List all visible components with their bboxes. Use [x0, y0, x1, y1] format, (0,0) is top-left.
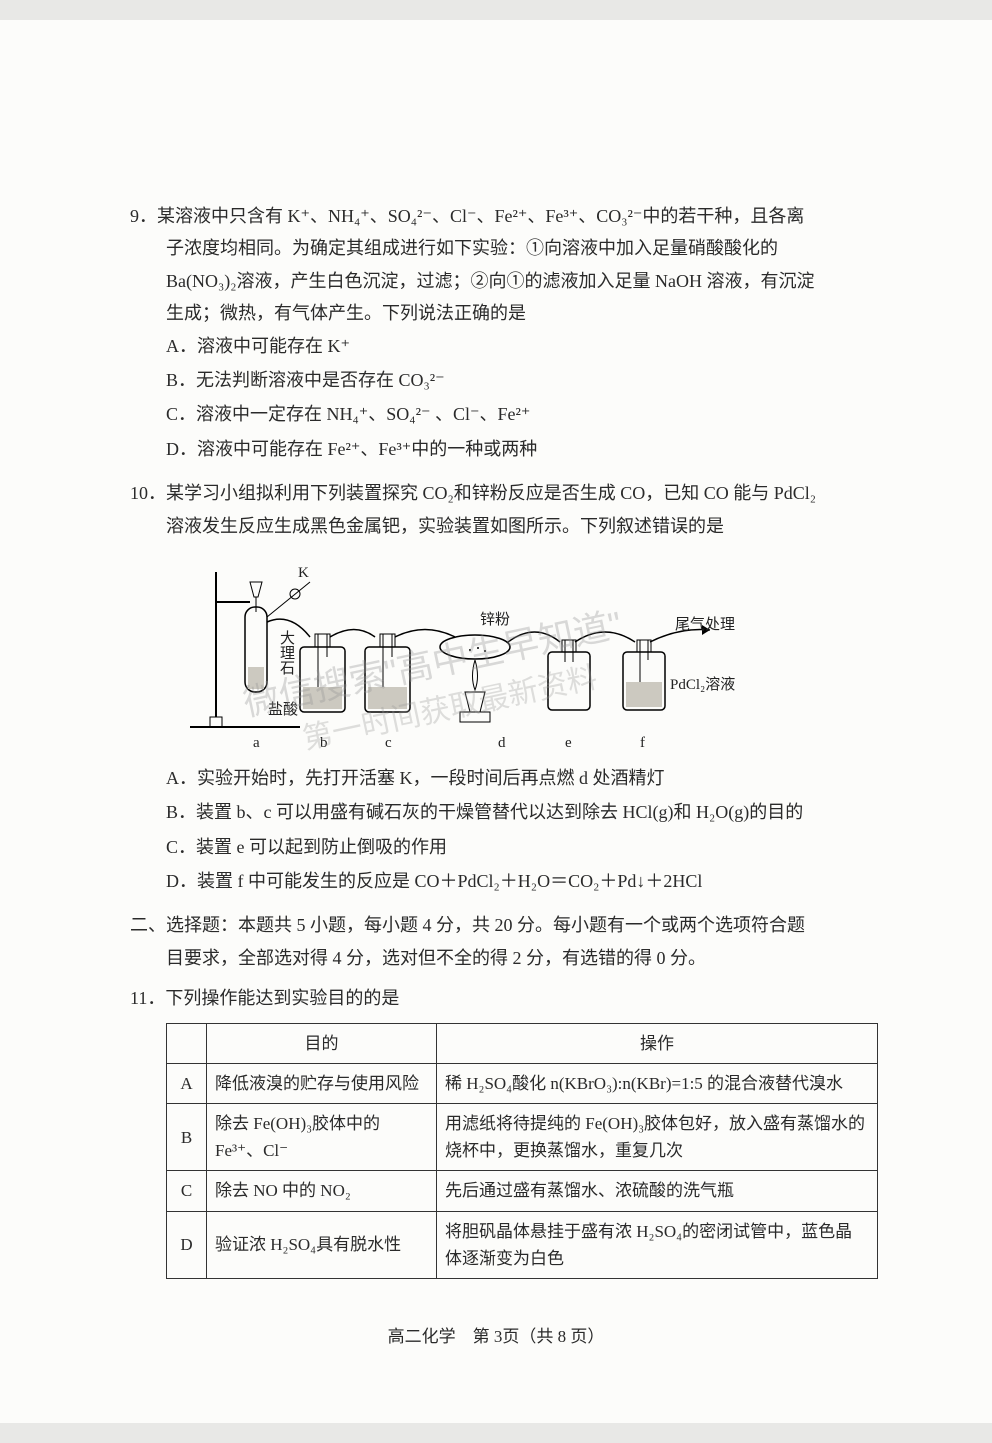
label-hcl: 盐酸	[268, 697, 298, 724]
th-blank	[167, 1023, 207, 1063]
table-row: B 除去 Fe(OH)₃胶体中的 Fe³⁺、Cl⁻ 用滤纸将待提纯的 Fe(OH…	[167, 1104, 878, 1171]
q9-stem-3: Ba(NO₃)₂溶液，产生白色沉淀，过滤；②向①的滤液加入足量 NaOH 溶液，…	[166, 265, 882, 297]
row-a-operation: 稀 H₂SO₄酸化 n(KBrO₃):n(KBr)=1:5 的混合液替代溴水	[437, 1063, 878, 1103]
q9-stem-2: 子浓度均相同。为确定其组成进行如下实验：①向溶液中加入足量硝酸酸化的	[166, 232, 882, 264]
q9-option-d: D．溶液中可能存在 Fe²⁺、Fe³⁺中的一种或两种	[130, 433, 882, 465]
table-header-row: 目的 操作	[167, 1023, 878, 1063]
label-e: e	[565, 730, 572, 757]
row-b-purpose: 除去 Fe(OH)₃胶体中的 Fe³⁺、Cl⁻	[207, 1104, 437, 1171]
table-row: C 除去 NO 中的 NO₂ 先后通过盛有蒸馏水、浓硫酸的洗气瓶	[167, 1171, 878, 1211]
row-c-operation: 先后通过盛有蒸馏水、浓硫酸的洗气瓶	[437, 1171, 878, 1211]
q10-number: 10．	[130, 483, 166, 503]
q10-stem-2: 溶液发生反应生成黑色金属钯，实验装置如图所示。下列叙述错误的是	[166, 510, 882, 542]
table-row: A 降低液溴的贮存与使用风险 稀 H₂SO₄酸化 n(KBrO₃):n(KBr)…	[167, 1063, 878, 1103]
label-marble: 大理石	[272, 630, 299, 675]
question-10: 10．某学习小组拟利用下列装置探究 CO₂和锌粉反应是否生成 CO，已知 CO …	[130, 477, 882, 897]
row-d-purpose: 验证浓 H₂SO₄具有脱水性	[207, 1211, 437, 1278]
q9-option-a: A．溶液中可能存在 K⁺	[130, 330, 882, 362]
label-f: f	[640, 730, 645, 757]
exam-page: 9．某溶液中只含有 K⁺、NH₄⁺、SO₄²⁻、Cl⁻、Fe²⁺、Fe³⁺、CO…	[0, 20, 992, 1423]
section-2-line2: 目要求，全部选对得 4 分，选对但不全的得 2 分，有选错的得 0 分。	[130, 942, 882, 974]
row-c-purpose: 除去 NO 中的 NO₂	[207, 1171, 437, 1211]
row-c-label: C	[167, 1171, 207, 1211]
row-d-operation: 将胆矾晶体悬挂于盛有浓 H₂SO₄的密闭试管中，蓝色晶体逐渐变为白色	[437, 1211, 878, 1278]
label-c: c	[385, 730, 392, 757]
question-11: 11．下列操作能达到实验目的的是 目的 操作 A 降低液溴的贮存与使用风险 稀 …	[130, 982, 882, 1279]
q10-option-b: B．装置 b、c 可以用盛有碱石灰的干燥管替代以达到除去 HCl(g)和 H₂O…	[130, 796, 882, 828]
th-purpose: 目的	[207, 1023, 437, 1063]
q9-option-b: B．无法判断溶液中是否存在 CO₃²⁻	[130, 364, 882, 396]
q11-number: 11．	[130, 988, 165, 1008]
label-b: b	[320, 730, 328, 757]
row-d-label: D	[167, 1211, 207, 1278]
page-footer: 高二化学 第 3页（共 8 页）	[0, 1322, 992, 1353]
row-a-purpose: 降低液溴的贮存与使用风险	[207, 1063, 437, 1103]
experiment-diagram: K 大理石 盐酸 锌粉 尾气处理 PdCl₂溶液 a b c d e f 微信搜…	[130, 552, 882, 752]
q11-stem: 下列操作能达到实验目的的是	[165, 988, 399, 1008]
section-2-header: 二、选择题：本题共 5 小题，每小题 4 分，共 20 分。每小题有一个或两个选…	[130, 909, 882, 974]
q9-stem-4: 生成；微热，有气体产生。下列说法正确的是	[166, 297, 882, 329]
q9-stem-1: 某溶液中只含有 K⁺、NH₄⁺、SO₄²⁻、Cl⁻、Fe²⁺、Fe³⁺、CO₃²…	[157, 206, 804, 226]
label-pdcl2: PdCl₂溶液	[670, 672, 735, 699]
label-tail: 尾气处理	[675, 612, 735, 639]
label-zinc: 锌粉	[480, 607, 510, 634]
question-9: 9．某溶液中只含有 K⁺、NH₄⁺、SO₄²⁻、Cl⁻、Fe²⁺、Fe³⁺、CO…	[130, 200, 882, 465]
row-b-operation: 用滤纸将待提纯的 Fe(OH)₃胶体包好，放入盛有蒸馏水的烧杯中，更换蒸馏水，重…	[437, 1104, 878, 1171]
label-k: K	[298, 560, 309, 587]
q9-number: 9．	[130, 206, 157, 226]
row-b-label: B	[167, 1104, 207, 1171]
label-a: a	[253, 730, 260, 757]
q10-option-a: A．实验开始时，先打开活塞 K，一段时间后再点燃 d 处酒精灯	[130, 762, 882, 794]
table-row: D 验证浓 H₂SO₄具有脱水性 将胆矾晶体悬挂于盛有浓 H₂SO₄的密闭试管中…	[167, 1211, 878, 1278]
q10-option-c: C．装置 e 可以起到防止倒吸的作用	[130, 831, 882, 863]
q10-stem-1: 某学习小组拟利用下列装置探究 CO₂和锌粉反应是否生成 CO，已知 CO 能与 …	[166, 483, 816, 503]
q10-body: 溶液发生反应生成黑色金属钯，实验装置如图所示。下列叙述错误的是	[130, 510, 882, 542]
th-operation: 操作	[437, 1023, 878, 1063]
q9-body: 子浓度均相同。为确定其组成进行如下实验：①向溶液中加入足量硝酸酸化的 Ba(NO…	[130, 232, 882, 329]
q9-option-c: C．溶液中一定存在 NH₄⁺、SO₄²⁻ 、Cl⁻、Fe²⁺	[130, 398, 882, 430]
apparatus-svg	[180, 552, 750, 752]
q11-table: 目的 操作 A 降低液溴的贮存与使用风险 稀 H₂SO₄酸化 n(KBrO₃):…	[166, 1023, 878, 1279]
section-2-line1: 二、选择题：本题共 5 小题，每小题 4 分，共 20 分。每小题有一个或两个选…	[130, 915, 805, 935]
q10-option-d: D．装置 f 中可能发生的反应是 CO＋PdCl₂＋H₂O＝CO₂＋Pd↓＋2H…	[130, 865, 882, 897]
label-d: d	[498, 730, 506, 757]
row-a-label: A	[167, 1063, 207, 1103]
